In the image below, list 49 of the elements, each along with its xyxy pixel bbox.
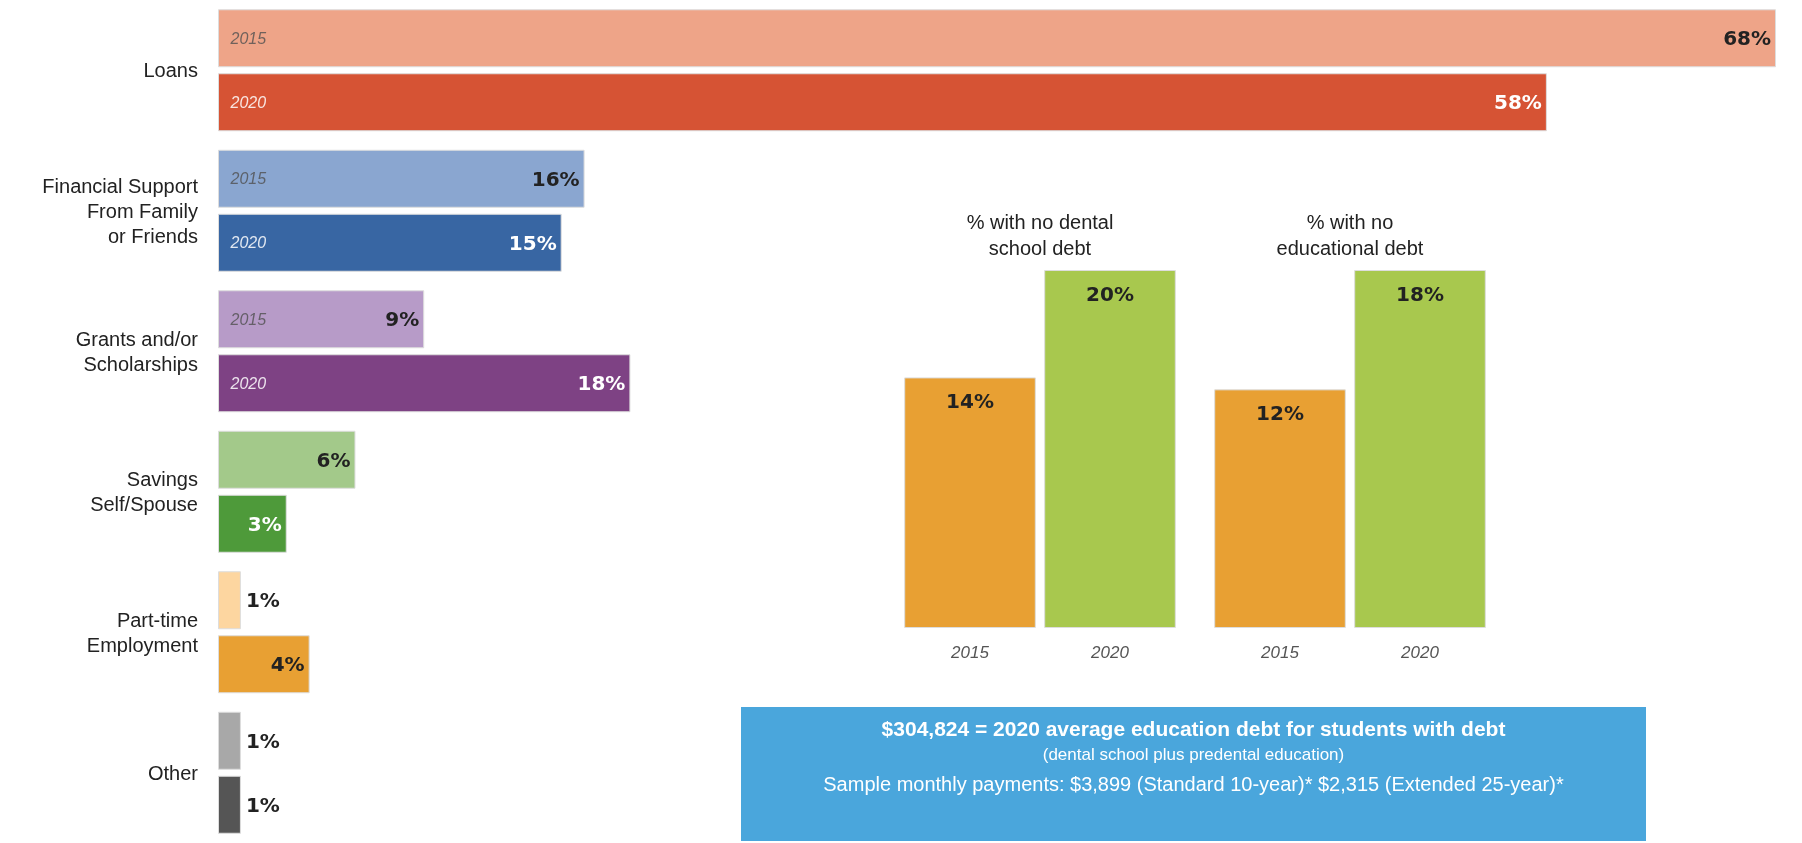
data-label: 18% bbox=[1396, 282, 1444, 306]
data-label: 3% bbox=[247, 511, 282, 536]
category-label: 2015 bbox=[230, 310, 267, 328]
bar bbox=[218, 711, 241, 770]
data-label: 14% bbox=[946, 389, 994, 414]
data-label: 15% bbox=[508, 230, 557, 255]
data-label: 12% bbox=[1256, 401, 1304, 426]
bar bbox=[218, 290, 425, 349]
annotation: Sample monthly payments: $3,899 (Standard 10-year)* $2,315 (Extended 25-year)* bbox=[822, 773, 1565, 796]
x-tick-label: 2015 bbox=[950, 643, 990, 662]
data-label: 4% bbox=[270, 652, 305, 677]
bar bbox=[218, 775, 241, 834]
data-label: 20% bbox=[1086, 282, 1134, 306]
category-label: 2020 bbox=[230, 374, 267, 392]
y-tick-label: Other bbox=[147, 761, 199, 784]
bar bbox=[218, 73, 1547, 132]
y-tick-label: Part-time Employment bbox=[86, 608, 199, 656]
y-tick-label: Loans bbox=[143, 59, 198, 82]
y-tick-label: Grants and/or Scholarships bbox=[75, 327, 199, 375]
chart-title: % with no dental school debt bbox=[966, 211, 1114, 259]
category-label: 2020 bbox=[230, 234, 267, 252]
data-label: 1% bbox=[245, 792, 280, 817]
data-label: 6% bbox=[316, 447, 351, 472]
series-label: 2015 bbox=[229, 29, 267, 47]
text: $304,824 = 2020 average education debt for students with debt bbox=[880, 717, 1507, 741]
x-tick-label: 2020 bbox=[1400, 643, 1440, 662]
x-tick-label: 2015 bbox=[1260, 643, 1300, 662]
y-tick-label: Savings Self/Spouse bbox=[90, 468, 198, 516]
category-label: 2015 bbox=[230, 170, 267, 188]
data-label: 18% bbox=[577, 371, 626, 396]
bar bbox=[218, 149, 585, 208]
data-label: 68% bbox=[1723, 26, 1771, 51]
bar bbox=[218, 635, 310, 694]
bar bbox=[218, 494, 287, 553]
data-label: 1% bbox=[245, 588, 280, 613]
text: (dental school plus predental education) bbox=[1041, 745, 1346, 765]
data-label: 58% bbox=[1494, 90, 1542, 115]
bar bbox=[218, 213, 562, 272]
data-label: 16% bbox=[531, 166, 580, 191]
series-label: 2020 bbox=[229, 93, 267, 111]
x-tick-label: 2020 bbox=[1090, 643, 1130, 662]
bar bbox=[218, 430, 356, 489]
bar bbox=[218, 571, 241, 630]
data-label: 1% bbox=[245, 728, 280, 753]
y-tick-label: Financial Support From Family or Friends bbox=[42, 174, 199, 247]
chart-title: % with no educational debt bbox=[1276, 211, 1424, 259]
bar bbox=[218, 354, 631, 413]
data-label: 9% bbox=[385, 307, 420, 332]
bar bbox=[218, 9, 1776, 68]
